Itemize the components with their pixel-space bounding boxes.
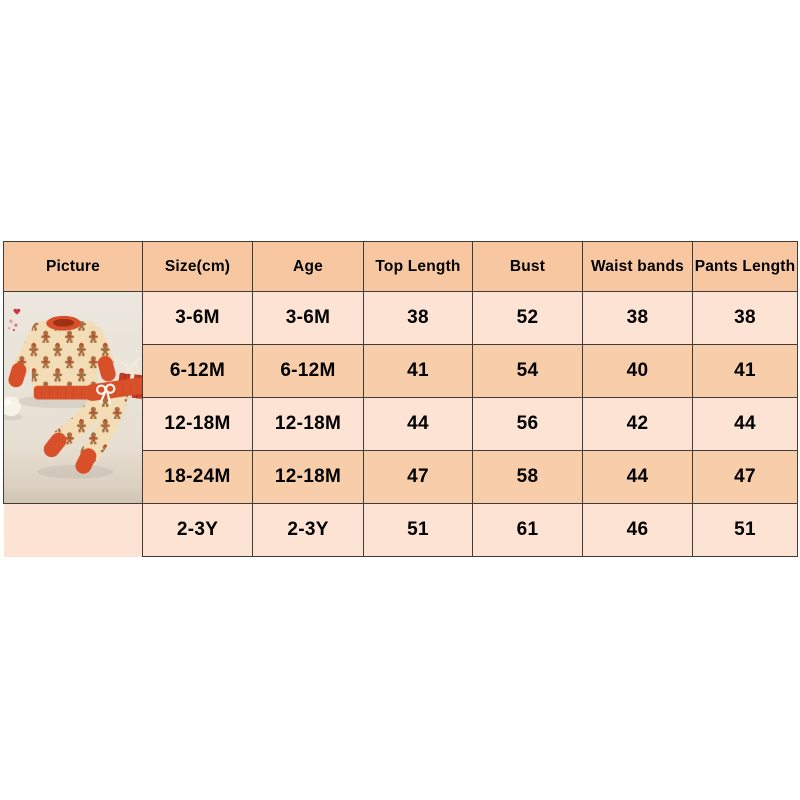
cell-top-length: 41 (363, 344, 473, 398)
table-row: 6-12M 6-12M 41 54 40 41 (4, 344, 798, 398)
cell-bust: 54 (472, 344, 583, 398)
cell-pants-length: 51 (692, 503, 798, 557)
col-header-top-length: Top Length (363, 241, 473, 292)
cell-top-length: 44 (363, 397, 473, 451)
size-chart-table: Picture Size(cm) Age Top Length Bust Wai… (3, 241, 798, 557)
picture-column-empty (3, 503, 143, 557)
ornament-ball (4, 396, 23, 421)
cell-top-length: 51 (363, 503, 473, 557)
cell-age: 6-12M (252, 344, 364, 398)
cell-age: 3-6M (252, 291, 364, 345)
header-row: Picture Size(cm) Age Top Length Bust Wai… (3, 241, 798, 292)
drawstring-bow (96, 383, 116, 405)
cell-age: 2-3Y (252, 503, 364, 557)
cell-bust: 61 (472, 503, 583, 557)
cell-size: 12-18M (142, 397, 253, 451)
shadow (37, 464, 114, 479)
cell-top-length: 38 (363, 291, 473, 345)
cell-bust: 56 (472, 397, 583, 451)
col-header-pants-length: Pants Length (692, 241, 798, 292)
cell-age: 12-18M (252, 397, 364, 451)
cell-waist-bands: 44 (582, 450, 693, 504)
cell-pants-length: 38 (692, 291, 798, 345)
cell-pants-length: 47 (692, 450, 798, 504)
cell-bust: 58 (472, 450, 583, 504)
cell-waist-bands: 38 (582, 291, 693, 345)
col-header-size: Size(cm) (142, 241, 253, 292)
cell-waist-bands: 46 (582, 503, 693, 557)
cell-waist-bands: 42 (582, 397, 693, 451)
cell-pants-length: 44 (692, 397, 798, 451)
col-header-age: Age (252, 241, 364, 292)
pants (43, 377, 142, 474)
table-row: 2-3Y 2-3Y 51 61 46 51 (3, 503, 798, 557)
product-photo-cell (3, 291, 143, 504)
cell-size: 3-6M (142, 291, 253, 345)
sweatshirt (8, 315, 116, 400)
cell-size: 18-24M (142, 450, 253, 504)
col-header-picture: Picture (3, 241, 143, 292)
col-header-bust: Bust (472, 241, 583, 292)
table-row: 18-24M 12-18M 47 58 44 47 (4, 450, 798, 504)
cell-waist-bands: 40 (582, 344, 693, 398)
cell-age: 12-18M (252, 450, 364, 504)
cell-top-length: 47 (363, 450, 473, 504)
cell-size: 6-12M (142, 344, 253, 398)
cell-bust: 52 (472, 291, 583, 345)
table-row: 3-6M 3-6M 38 52 38 38 (3, 291, 798, 504)
cell-pants-length: 41 (692, 344, 798, 398)
product-photo (4, 292, 142, 503)
cell-size: 2-3Y (142, 503, 253, 557)
table-row: 12-18M 12-18M 44 56 42 44 (4, 397, 798, 451)
sparkle-decor (7, 308, 21, 332)
col-header-waist-bands: Waist bands (582, 241, 693, 292)
